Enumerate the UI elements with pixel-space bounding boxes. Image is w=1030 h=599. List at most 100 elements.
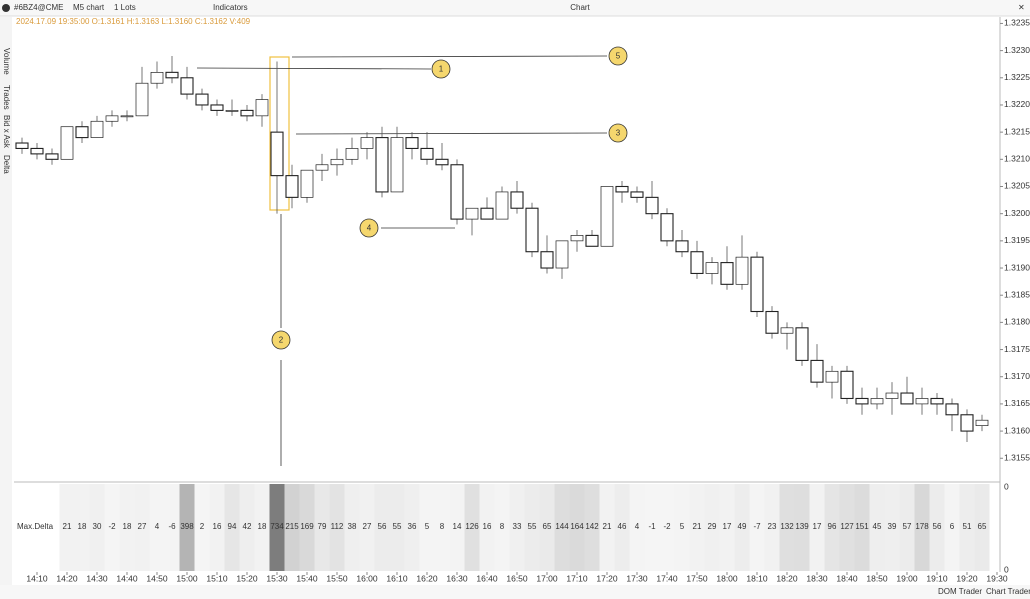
info-line: 2024.17.09 19:35:00 O:1.3161 H:1.3163 L:… [16,17,251,26]
x-tick-label: 14:40 [116,573,138,583]
indicators[interactable]: Indicators [213,3,248,12]
sidebar-tab: Delta [2,155,11,174]
delta-cell [569,484,585,571]
delta-label: 94 [228,522,237,531]
delta-cell [389,484,405,571]
y-tick-label: 1.3215 [1004,126,1030,136]
delta-cell [359,484,375,571]
callout [431,59,451,79]
candle-body [165,71,179,79]
close-button[interactable]: ✕ [1018,3,1025,12]
delta-cell [479,484,495,571]
y-tick-label: 1.3190 [1004,262,1030,272]
candle-body [180,77,194,95]
candle-body [375,137,389,193]
arrows [196,55,608,466]
delta-label: 57 [903,522,912,531]
delta-cell [59,484,75,571]
delta-label: 127 [840,522,854,531]
x-tick-label: 17:40 [656,573,678,583]
delta-cell [944,484,960,571]
candle-body [750,256,764,313]
candle-body [240,109,254,117]
delta-label: 4 [635,522,640,531]
delta-label: 144 [555,522,569,531]
delta-label: 39 [888,522,897,531]
candle-body [405,137,419,149]
candle-body [960,414,974,432]
y-tick-label: 1.3200 [1004,208,1030,218]
x-tick-label: 16:10 [386,573,408,583]
candle-body [360,137,374,149]
candle-body [270,131,284,177]
x-tick-label: 18:40 [836,573,858,583]
candle-body [510,191,524,209]
delta-cell [554,484,570,571]
delta-label: 142 [585,522,599,531]
delta-cell [524,484,540,571]
delta-label: 29 [708,522,717,531]
delta-cell [314,484,330,571]
delta-cell [974,484,990,571]
candle-body [60,126,74,160]
candle-body [150,72,164,84]
x-tick-label: 17:20 [596,573,618,583]
sidebar-tab: Volume [2,48,11,75]
delta-label: 51 [963,522,972,531]
candle-body [345,148,359,160]
logo [2,4,10,12]
timeframe[interactable]: M5 chart [73,3,105,12]
candle-body [660,213,674,242]
delta-label: 36 [408,522,417,531]
delta-cell [224,484,240,571]
delta-label: 18 [78,522,87,531]
x-tick-label: 17:30 [626,573,648,583]
x-tick-label: 17:10 [566,573,588,583]
delta-cell [119,484,135,571]
delta-label: 5 [425,522,430,531]
delta-label: 178 [915,522,929,531]
candle-body [765,310,779,334]
lots[interactable]: 1 Lots [114,3,136,12]
delta-label: 79 [318,522,327,531]
delta-cell [629,484,645,571]
candle-body [675,240,689,253]
candle-body [735,256,749,285]
x-tick-label: 16:50 [506,573,528,583]
delta-cell [959,484,975,571]
delta-cell [764,484,780,571]
delta-cell [704,484,720,571]
callout [608,46,628,66]
delta-label: 56 [378,522,387,531]
dom-trader[interactable]: DOM Trader [938,587,982,596]
candle-body [300,169,314,198]
sidebar-tab: Bid x Ask [2,115,11,149]
delta-cell [794,484,810,571]
highlight-box [269,56,290,211]
delta-cell [344,484,360,571]
delta-label: 4 [155,522,160,531]
delta-label: 112 [331,522,344,531]
x-tick-label: 17:00 [536,573,558,583]
candle-body [450,164,464,220]
candle-body [975,419,989,426]
x-tick-label: 14:10 [26,573,48,583]
callout-label: 2 [279,336,284,345]
y-tick-label: 1.3220 [1004,99,1030,109]
delta-cell [494,484,510,571]
y-tick-label: 1.3170 [1004,371,1030,381]
delta-label: 55 [393,522,402,531]
x-tick-label: 15:10 [206,573,228,583]
delta-label: 132 [780,522,794,531]
delta-cell [89,484,105,571]
x-tick-label: 19:20 [956,573,978,583]
delta-label: 23 [768,522,777,531]
delta-label: 49 [738,522,747,531]
y-tick-label: 1.3205 [1004,181,1030,191]
delta-cell [779,484,795,571]
candle-body [15,142,29,149]
symbol[interactable]: #6BZ4@CME [14,3,63,12]
delta-label: 21 [63,522,72,531]
y-tick-label: 1.3155 [1004,453,1030,463]
chart-trader[interactable]: Chart Trader [986,587,1030,596]
